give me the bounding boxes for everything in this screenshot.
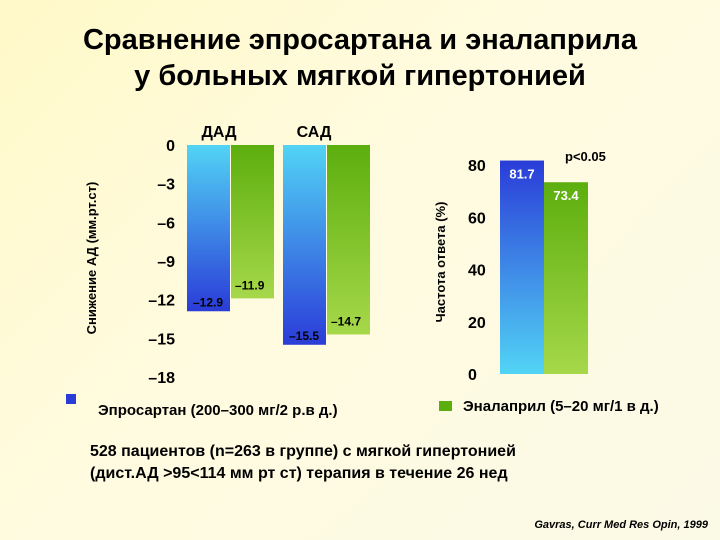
- bar-eprosartan-sad: [283, 145, 326, 345]
- right-y-tick-label: 80: [468, 158, 486, 175]
- bar-eprosartan-dad: [187, 145, 230, 312]
- bar-enalapril-sad: [327, 145, 370, 335]
- legend-swatch-eprosartan: [66, 394, 76, 404]
- left-y-tick-label: –15: [148, 331, 175, 348]
- title-line-2: у больных мягкой гипертонией: [134, 60, 586, 92]
- data-label: –15.5: [289, 329, 319, 343]
- legend-label-eprosartan: Эпросартан (200–300 мг/2 р.в д.): [98, 402, 338, 419]
- category-label: САД: [297, 124, 332, 141]
- data-label: 81.7: [509, 167, 534, 182]
- left-y-tick-label: –12: [148, 293, 175, 310]
- right-chart: 80 60 40 20 0 81.7 73.4 p<0.05: [468, 149, 606, 384]
- right-y-tick-label: 40: [468, 263, 486, 280]
- bar-enalapril-response: [544, 182, 588, 374]
- data-label: –14.7: [331, 314, 361, 328]
- data-label: 73.4: [553, 188, 579, 203]
- legend-label-enalapril: Эналаприл (5–20 мг/1 в д.): [463, 398, 659, 415]
- left-y-tick-label: –9: [157, 254, 175, 271]
- left-y-tick-label: –3: [157, 177, 175, 194]
- note-line-1: 528 пациентов (n=263 в группе) с мягкой …: [90, 443, 516, 460]
- left-y-tick-label: 0: [166, 138, 175, 155]
- p-value-annotation: p<0.05: [565, 149, 606, 164]
- legend-swatch-enalapril: [439, 401, 452, 411]
- data-label: –11.9: [235, 278, 265, 292]
- category-label: ДАД: [202, 124, 238, 141]
- title-line-1: Сравнение эпросартана и эналаприла: [82, 24, 638, 56]
- data-label: –12.9: [193, 295, 223, 309]
- chart-title: Сравнение эпросартана и эналаприла у бол…: [0, 22, 720, 94]
- right-y-tick-label: 60: [468, 210, 486, 227]
- source-citation: Gavras, Curr Med Res Opin, 1999: [534, 519, 708, 531]
- note-line-2: (дист.АД >95<114 мм рт ст) терапия в теч…: [90, 465, 508, 482]
- left-y-tick-label: –18: [148, 370, 175, 387]
- right-y-tick-label: 20: [468, 315, 486, 332]
- left-y-tick-label: –6: [157, 215, 175, 232]
- study-note: 528 пациентов (n=263 в группе) с мягкой …: [90, 441, 516, 485]
- bar-eprosartan-response: [500, 160, 544, 374]
- right-y-tick-label: 0: [468, 367, 477, 384]
- left-chart: 0 –3 –6 –9 –12 –15 –18 –12.9 –15.5 –11.9 –14.7 ДАД С…: [148, 124, 370, 387]
- bar-enalapril-dad: [231, 145, 274, 299]
